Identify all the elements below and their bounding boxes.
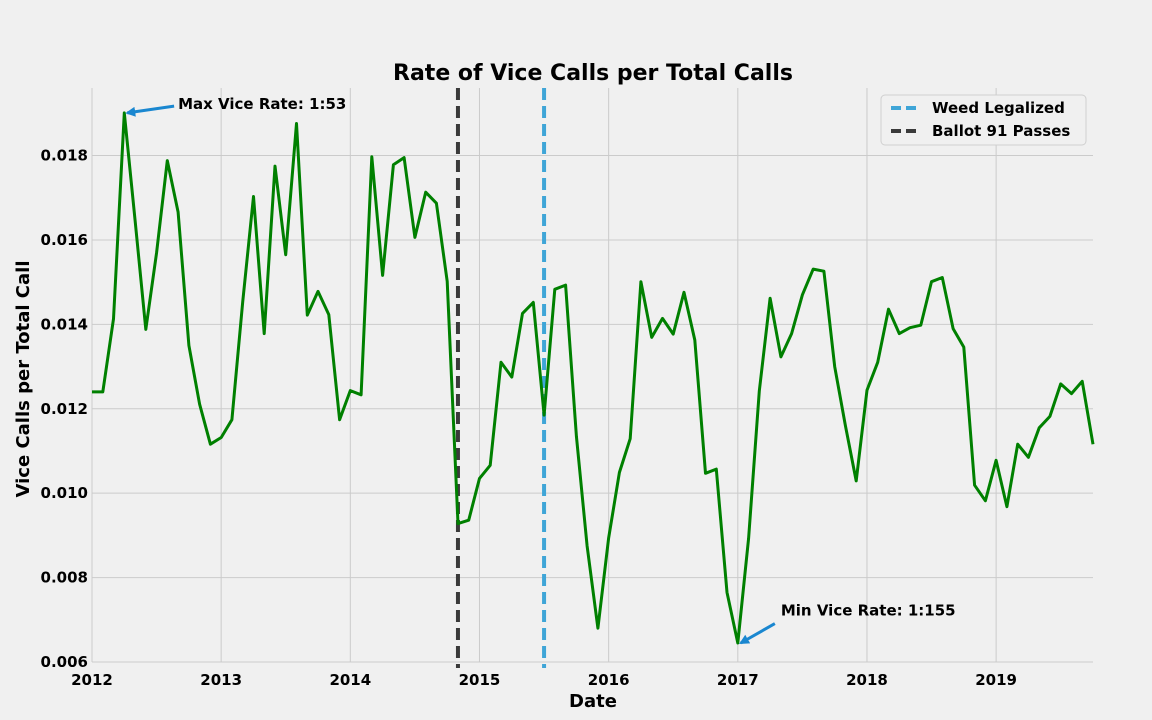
x-tick-label: 2016 xyxy=(588,671,630,689)
y-tick-label: 0.016 xyxy=(41,231,88,249)
x-tick-label: 2014 xyxy=(329,671,371,689)
y-tick-label: 0.018 xyxy=(41,147,88,165)
series-line-vice-rate xyxy=(92,111,1095,645)
legend-label-weed: Weed Legalized xyxy=(932,99,1065,117)
legend-box xyxy=(880,94,1087,146)
y-tick-label: 0.006 xyxy=(41,653,88,671)
tick-labels: 0.006 0.008 0.010 0.012 0.014 0.016 0.018 2012 2… xyxy=(41,147,1017,689)
x-tick-label: 2013 xyxy=(200,671,242,689)
chart-title: Rate of Vice Calls per Total Calls xyxy=(393,61,793,86)
min-annotation-arrow xyxy=(739,622,776,645)
x-axis-label: Date xyxy=(569,691,617,712)
legend-label-ballot: Ballot 91 Passes xyxy=(932,122,1070,140)
max-annotation-arrow xyxy=(125,104,175,117)
event-lines xyxy=(455,88,547,668)
x-tick-label: 2019 xyxy=(975,671,1017,689)
y-tick-label: 0.010 xyxy=(41,484,88,502)
x-tick-label: 2017 xyxy=(717,671,759,689)
y-tick-label: 0.008 xyxy=(41,569,88,587)
y-tick-label: 0.012 xyxy=(41,400,88,418)
min-annotation-label: Min Vice Rate: 1:155 xyxy=(781,602,956,620)
series-layer xyxy=(92,111,1095,645)
x-tick-label: 2015 xyxy=(459,671,501,689)
max-annotation-label: Max Vice Rate: 1:53 xyxy=(178,95,346,113)
annotations: Max Vice Rate: 1:53 Min Vice Rate: 1:155 xyxy=(125,95,956,645)
x-tick-label: 2012 xyxy=(71,671,113,689)
y-tick-label: 0.014 xyxy=(41,315,88,333)
grid xyxy=(91,88,1093,663)
y-axis-label: Vice Calls per Total Call xyxy=(13,261,34,498)
legend: Weed Legalized Ballot 91 Passes xyxy=(880,94,1087,146)
x-tick-label: 2018 xyxy=(846,671,888,689)
